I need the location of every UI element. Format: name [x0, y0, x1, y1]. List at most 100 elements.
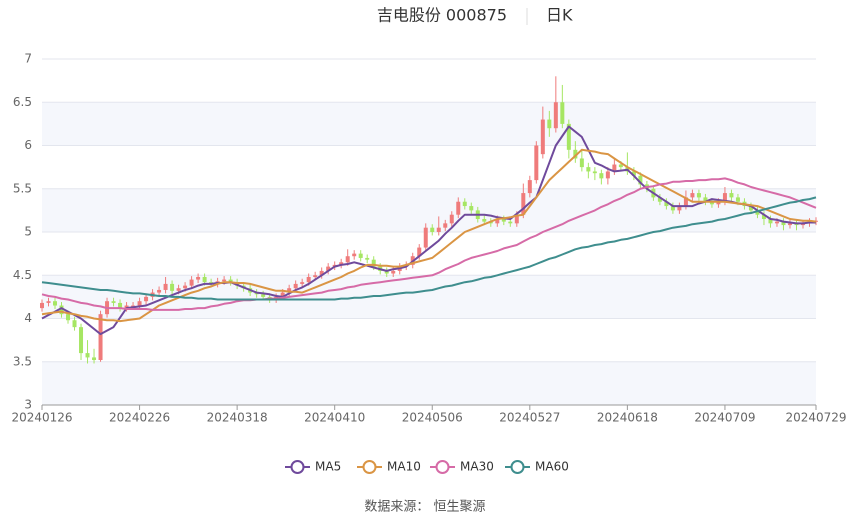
legend-marker [435, 460, 450, 474]
candle-body [170, 283, 175, 291]
legend-label: MA60 [535, 460, 569, 474]
y-tick-label: 3.5 [13, 354, 32, 368]
candle-body [66, 314, 71, 321]
candle-body [423, 227, 428, 248]
chart-period: 日K [546, 6, 573, 25]
candle-body [118, 302, 123, 309]
plot-band [42, 361, 816, 405]
candle-body [98, 314, 103, 361]
candle-body [521, 193, 526, 215]
ma-line [41, 125, 816, 336]
candle-body [306, 276, 311, 283]
legend-label: MA5 [315, 460, 341, 474]
x-tick-label: 20240126 [11, 411, 72, 425]
legend-marker [290, 460, 305, 474]
ma-line [41, 196, 817, 301]
candle-body [46, 301, 51, 303]
ma-line [41, 148, 817, 323]
legend-label: MA30 [460, 460, 494, 474]
ma-line [41, 177, 817, 311]
candle-body [579, 158, 584, 168]
x-tick-label: 20240506 [402, 411, 463, 425]
candle-body [326, 266, 331, 271]
candle-body [547, 119, 552, 129]
candle-body [280, 292, 285, 297]
candle-body [287, 288, 292, 293]
chart-title: 吉电股份 000875 [377, 6, 507, 25]
y-tick-label: 4 [24, 311, 32, 325]
candle-body [144, 296, 149, 302]
candle-body [599, 173, 604, 179]
candle-body [293, 283, 298, 289]
candle-body [391, 270, 396, 274]
candle-body [716, 201, 721, 205]
candle-body [124, 305, 129, 309]
candle-body [261, 294, 266, 297]
candle-body [683, 197, 688, 207]
candle-body [462, 201, 467, 207]
candle-body [222, 279, 227, 282]
y-tick-label: 5.5 [13, 181, 32, 195]
candle-body [664, 201, 669, 207]
candle-body [53, 301, 58, 306]
candle-body [358, 253, 363, 258]
candle-body [534, 145, 539, 181]
candle-body [768, 219, 773, 224]
y-tick-label: 6.5 [13, 95, 32, 109]
candle-body [430, 227, 435, 232]
candle-body [449, 214, 454, 224]
candle-body [482, 219, 487, 222]
legend-label: MA10 [387, 460, 421, 474]
candle-body [443, 223, 448, 228]
candle-body [638, 175, 643, 185]
candle-body [183, 285, 188, 289]
plot-band [42, 102, 816, 146]
candle-body [703, 197, 708, 202]
candle-body [501, 219, 506, 222]
candle-body [345, 256, 350, 263]
legend-marker [510, 460, 525, 474]
candle-body [111, 301, 116, 303]
legend-marker [362, 460, 377, 474]
x-tick-label: 20240226 [109, 411, 170, 425]
candle-body [176, 288, 181, 291]
candle-body [59, 305, 64, 315]
candle-body [72, 320, 77, 328]
candle-body [300, 282, 305, 284]
candle-body [781, 221, 786, 226]
candle-body [729, 193, 734, 198]
candle-body [677, 206, 682, 211]
candle-body [612, 164, 617, 172]
candle-body [352, 253, 357, 257]
y-tick-label: 6 [24, 138, 32, 152]
candle-body [228, 279, 233, 283]
candle-body [709, 201, 714, 205]
candle-body [456, 201, 461, 215]
candle-body [631, 171, 636, 176]
candle-body [92, 357, 97, 361]
candle-body [339, 262, 344, 265]
candle-body [131, 305, 136, 307]
candle-body [755, 210, 760, 215]
x-tick-label: 20240410 [304, 411, 365, 425]
candle-body [157, 289, 162, 293]
candle-body [40, 302, 44, 309]
candle-body [573, 149, 578, 159]
candle-body [748, 206, 753, 211]
candle-body [79, 327, 84, 354]
candle-body [495, 219, 500, 224]
candle-body [371, 259, 376, 267]
candle-body [417, 247, 422, 257]
x-tick-label: 20240729 [785, 411, 846, 425]
candle-body [605, 171, 610, 179]
candle-body [189, 279, 194, 286]
candle-body [163, 283, 168, 290]
candle-body [761, 214, 766, 220]
candle-body [85, 353, 90, 358]
candle-body [436, 227, 441, 232]
candle-body [787, 223, 792, 226]
candle-body [137, 301, 142, 306]
candle-body [566, 123, 571, 150]
candle-body [469, 206, 474, 211]
